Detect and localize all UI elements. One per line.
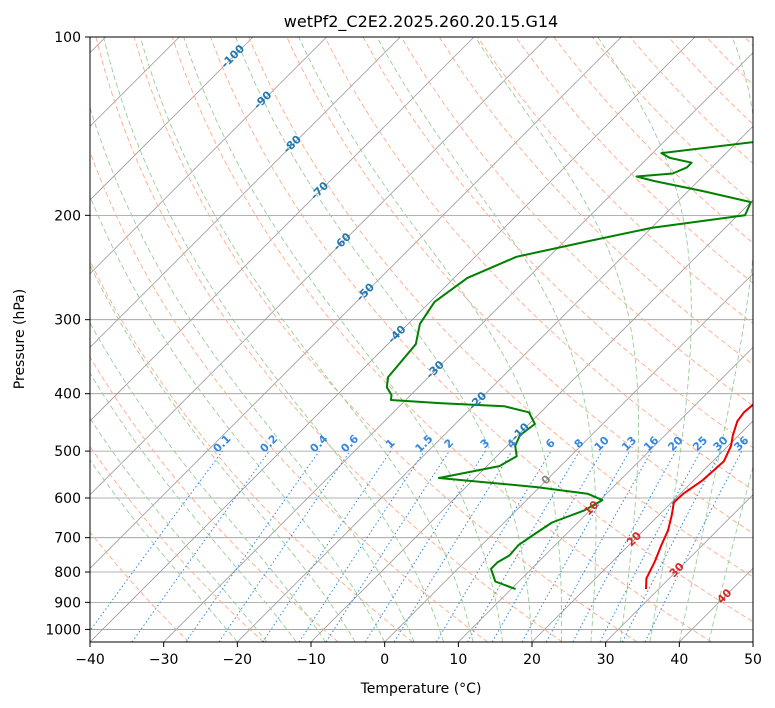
temperature-profile-line	[645, 403, 753, 590]
isotherm-line	[90, 37, 696, 642]
moist-adiabat-line	[90, 264, 356, 642]
dry-adiabat-line	[90, 150, 488, 642]
axis-ticks: −40 −30 −20 −10 0 10 20 30 40 50 100 200 300 400 500 60…	[45, 30, 762, 668]
dry-adiabat-line	[210, 37, 753, 623]
dry-adiabat-line	[324, 37, 753, 491]
y-tick-label: 900	[54, 595, 81, 611]
plot-frame	[89, 36, 754, 643]
dry-adiabat-line	[439, 37, 753, 365]
mixing-ratio-line	[393, 450, 513, 642]
moist-adiabat-line	[376, 37, 597, 642]
mixing-ratio-line	[298, 450, 425, 642]
dry-adiabat-line	[171, 37, 712, 642]
x-tick-label: −30	[149, 652, 179, 668]
dry-adiabat-line	[90, 259, 414, 642]
moist-adiabat-line	[90, 321, 327, 642]
moist-adiabat-line	[90, 459, 238, 642]
dry-adiabat-line	[90, 531, 190, 642]
x-tick-label: 0	[380, 652, 389, 668]
moist-adiabat-line	[298, 37, 563, 642]
moist-adiabat-line	[235, 37, 533, 642]
isotherm-line	[90, 37, 622, 569]
isotherm-line	[90, 37, 475, 422]
x-tick-label: −10	[296, 652, 326, 668]
x-axis-label: Temperature (°C)	[360, 681, 482, 697]
dry-adiabat-line	[95, 37, 563, 642]
moist-adiabat-line	[183, 37, 503, 642]
isotherm-line	[605, 494, 753, 642]
dry-adiabat-line	[515, 37, 753, 284]
isotherm-line	[163, 52, 753, 642]
y-tick-label: 600	[54, 491, 81, 507]
dry-adiabat-line	[400, 37, 753, 407]
y-tick-label: 800	[54, 565, 81, 581]
x-tick-label: 30	[597, 652, 615, 668]
mixing-ratio-line	[185, 450, 320, 642]
y-tick-label: 100	[54, 30, 81, 46]
mixing-ratio-line	[545, 450, 653, 642]
mixing-ratio-line	[325, 450, 450, 642]
dry-adiabat-line	[90, 445, 264, 642]
y-axis-label: Pressure (hPa)	[12, 289, 28, 389]
isotherm-line	[458, 346, 753, 642]
dewpoint-profile-line	[385, 141, 753, 591]
moist-adiabat-line	[678, 37, 753, 642]
mixing-ratio-line	[90, 450, 223, 632]
moist-adiabat-line	[139, 37, 474, 642]
chart-title: wetPf2_C2E2.2025.260.20.15.G14	[284, 12, 558, 32]
isotherm-line	[90, 37, 548, 496]
moist-adiabat-line	[90, 195, 386, 642]
mixing-ratio-line	[644, 450, 743, 642]
isotherm-line	[90, 37, 401, 348]
mixing-ratio-line	[572, 450, 677, 642]
mixing-ratio-line	[218, 450, 351, 642]
moist-adiabat-line	[90, 417, 268, 642]
isotherm-line	[90, 37, 254, 201]
y-tick-label: 200	[54, 208, 81, 224]
y-tick-label: 500	[54, 444, 81, 460]
mixing-ratio-line	[521, 450, 630, 642]
x-tick-label: −40	[75, 652, 105, 668]
isotherm-line	[90, 37, 327, 275]
isotherm-line	[237, 125, 753, 642]
plot-lines	[90, 37, 753, 642]
moist-adiabat-line	[708, 465, 753, 642]
x-tick-label: 50	[744, 652, 762, 668]
mixing-ratio-line	[131, 450, 270, 642]
plot-series	[385, 141, 753, 591]
moist-adiabat-line	[597, 37, 692, 642]
moist-adiabat-line	[90, 372, 297, 642]
dry-adiabat-line	[248, 37, 753, 578]
dry-adiabat-line	[133, 37, 638, 642]
y-tick-label: 300	[54, 313, 81, 329]
x-tick-label: 40	[670, 652, 688, 668]
y-tick-label: 1000	[45, 622, 81, 638]
x-tick-label: 20	[523, 652, 541, 668]
dry-adiabat-line	[90, 356, 339, 642]
moist-adiabat-line	[103, 37, 445, 642]
x-tick-label: −20	[223, 652, 253, 668]
mixing-ratio-line	[262, 450, 392, 642]
y-tick-label: 700	[54, 531, 81, 547]
moist-adiabat-line	[474, 37, 639, 642]
x-tick-label: 10	[449, 652, 467, 668]
y-tick-label: 400	[54, 387, 81, 403]
isotherm-line	[531, 420, 753, 642]
isotherm-line	[384, 273, 753, 642]
